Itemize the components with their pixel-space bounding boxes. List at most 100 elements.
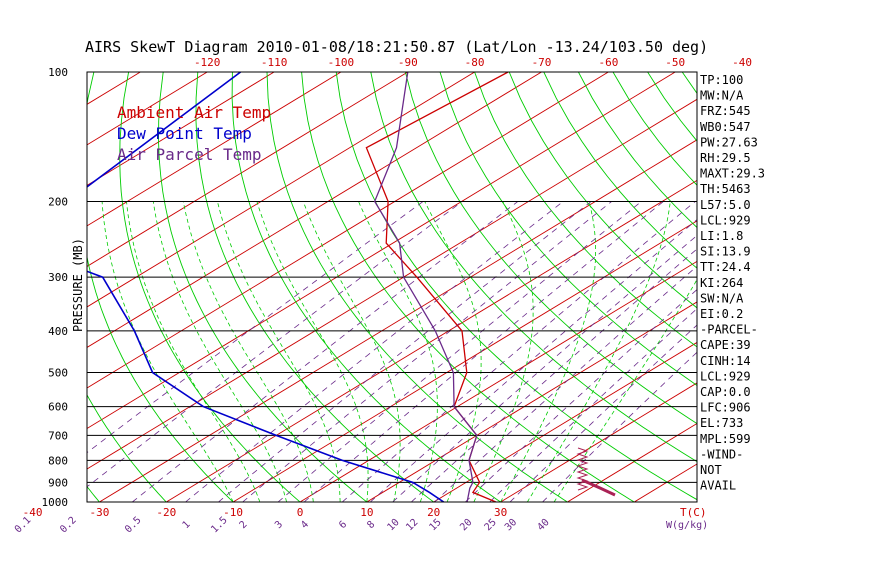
- dry-adiabat-line: [267, 72, 567, 502]
- index-entry: SW:N/A: [700, 291, 744, 305]
- pressure-tick-label: 100: [48, 66, 68, 79]
- isotherm-line: [501, 72, 870, 502]
- top-temp-tick-label: -40: [732, 56, 752, 69]
- mixing-ratio-tick-label: 3: [273, 519, 285, 531]
- bottom-temp-tick-label: -20: [156, 506, 176, 519]
- index-entry: TH:5463: [700, 182, 751, 196]
- index-entry: WB0:547: [700, 120, 751, 134]
- dry-adiabat-line: [405, 72, 835, 502]
- mixing-ratio-tick-label: 8: [365, 519, 377, 531]
- mixing-ratio-line: [490, 201, 818, 502]
- dry-adiabat-line: [509, 72, 870, 502]
- index-entry: RH:29.5: [700, 151, 751, 165]
- index-entry: NOT: [700, 463, 722, 477]
- mixing-ratio-tick-label: 30: [503, 517, 519, 533]
- index-entry: TT:24.4: [700, 260, 751, 274]
- index-entry: EL:733: [700, 416, 743, 430]
- chart-title: AIRS SkewT Diagram 2010-01-08/18:21:50.8…: [85, 38, 708, 56]
- index-entry: CAPE:39: [700, 338, 751, 352]
- legend-parcel: Air Parcel Temp: [117, 145, 262, 164]
- index-entry: FRZ:545: [700, 104, 751, 118]
- dry-adiabat-line: [752, 72, 870, 502]
- x-axis-label: T(C): [680, 506, 707, 519]
- pressure-tick-label: 300: [48, 271, 68, 284]
- pressure-tick-label: 1000: [42, 496, 69, 509]
- mixing-ratio-tick-label: 4: [299, 519, 311, 531]
- isotherm-line: [0, 72, 608, 502]
- wind-hodograph: [578, 448, 615, 495]
- dry-adiabat-line: [821, 72, 870, 502]
- index-entry: TP:100: [700, 73, 743, 87]
- dry-adiabat-line: [336, 72, 701, 502]
- dry-adiabat-line: [786, 72, 870, 502]
- index-entry: LFC:906: [700, 401, 751, 415]
- bottom-temp-tick-label: 10: [360, 506, 373, 519]
- pressure-tick-label: 600: [48, 401, 68, 414]
- moist-adiabat-line: [425, 201, 482, 502]
- top-temp-tick-label: -70: [532, 56, 552, 69]
- index-entry: -PARCEL-: [700, 323, 758, 337]
- index-entry: CAP:0.0: [700, 385, 751, 399]
- bottom-temp-tick-label: 0: [297, 506, 304, 519]
- moist-adiabat-line: [257, 201, 368, 502]
- index-entry: MPL:599: [700, 432, 751, 446]
- isotherm-line: [0, 72, 7, 502]
- mixing-ratio-tick-label: 10: [386, 517, 402, 533]
- mixing-ratio-line: [218, 201, 591, 502]
- isotherm-line: [434, 72, 870, 502]
- index-entry: AVAIL: [700, 479, 736, 493]
- top-temp-tick-label: -60: [598, 56, 618, 69]
- pressure-tick-label: 400: [48, 325, 68, 338]
- mixing-ratio-tick-label: 40: [535, 517, 551, 533]
- index-entry: L57:5.0: [700, 198, 751, 212]
- top-temp-tick-label: -90: [398, 56, 418, 69]
- bottom-temp-tick-label: -10: [223, 506, 243, 519]
- index-entry: MW:N/A: [700, 89, 744, 103]
- moist-adiabat-line: [359, 201, 438, 502]
- legend: Ambient Air Temp Dew Point Temp Air Parc…: [117, 103, 271, 164]
- isotherm-line: [166, 72, 870, 502]
- index-entry: SI:13.9: [700, 245, 751, 259]
- mixing-ratio-line: [67, 201, 462, 502]
- pressure-tick-label: 800: [48, 454, 68, 467]
- mixing-ratio-tick-label: 6: [337, 519, 349, 531]
- legend-ambient: Ambient Air Temp: [117, 103, 271, 122]
- moist-adiabat-line: [183, 201, 313, 502]
- pressure-tick-label: 700: [48, 429, 68, 442]
- dry-adiabat-line: [648, 72, 870, 502]
- y-axis-label: PRESSURE (MB): [71, 238, 85, 332]
- mixing-ratio-line: [243, 201, 612, 502]
- dry-adiabat-line: [475, 72, 870, 502]
- mixing-ratio-tick-label: 2: [238, 519, 250, 531]
- index-entry: -WIND-: [700, 447, 743, 461]
- bottom-temp-tick-label: 30: [494, 506, 507, 519]
- mixing-ratio-tick-label: 1: [181, 519, 193, 531]
- top-temp-tick-label: -50: [665, 56, 685, 69]
- mixing-axis-label: W(g/kg): [666, 520, 708, 531]
- top-temp-tick-label: -80: [465, 56, 485, 69]
- dry-adiabat-line: [0, 72, 33, 502]
- index-entry: EI:0.2: [700, 307, 743, 321]
- mixing-ratio-tick-label: 20: [458, 517, 474, 533]
- index-entry: LI:1.8: [700, 229, 743, 243]
- pressure-tick-label: 900: [48, 476, 68, 489]
- mixing-ratio-tick-label: 15: [427, 517, 443, 533]
- bottom-temp-tick-label: -30: [89, 506, 109, 519]
- moist-adiabat-line: [303, 201, 400, 502]
- dry-adiabat-line: [302, 72, 635, 502]
- pressure-tick-label: 500: [48, 367, 68, 380]
- mixing-ratio-tick-label: 0.5: [123, 515, 144, 536]
- top-temp-tick-label: -110: [261, 56, 288, 69]
- legend-dewpoint: Dew Point Temp: [117, 124, 252, 143]
- index-entry: LCL:929: [700, 369, 751, 383]
- index-entry: CINH:14: [700, 354, 751, 368]
- isotherm-line: [367, 72, 870, 502]
- pressure-tick-label: 200: [48, 195, 68, 208]
- index-entry: KI:264: [700, 276, 743, 290]
- index-entry: MAXT:29.3: [700, 167, 765, 181]
- mixing-ratio-tick-label: 25: [483, 517, 499, 533]
- index-entry: PW:27.63: [700, 135, 758, 149]
